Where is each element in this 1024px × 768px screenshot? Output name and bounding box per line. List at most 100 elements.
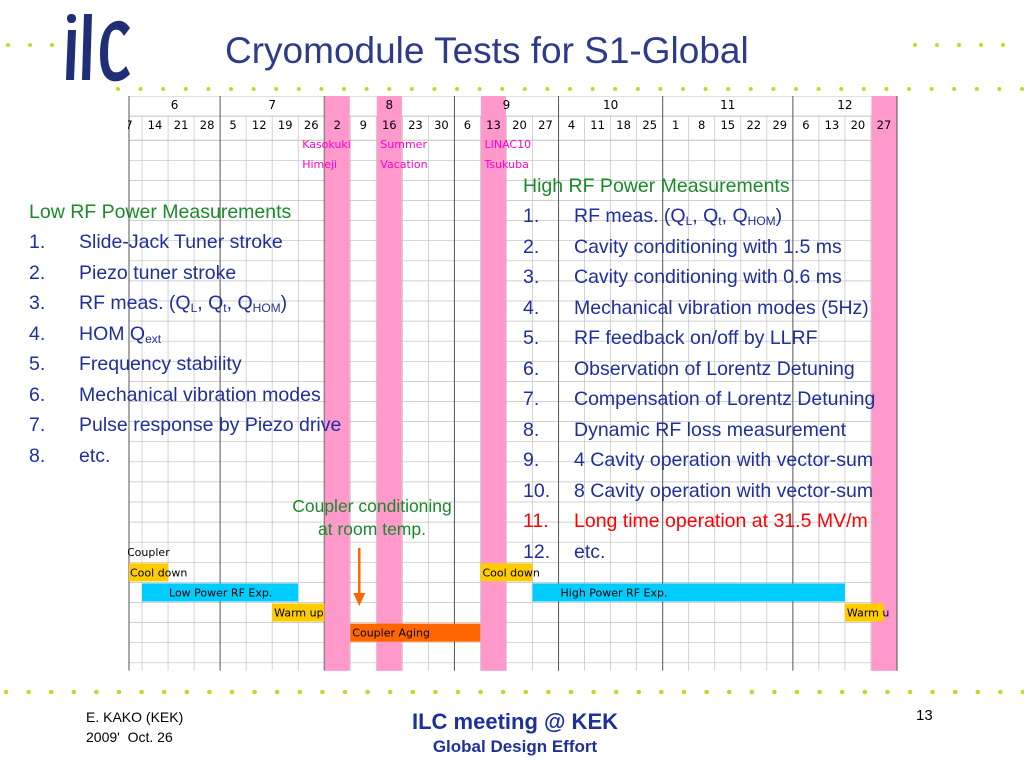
border-dot [26,689,31,695]
high-power-bar [532,583,845,602]
item-number: 1. [29,231,46,253]
border-dot [1020,87,1024,91]
border-dot [183,87,188,91]
border-dot [839,87,844,91]
month-label: 11 [720,98,735,112]
border-dot [478,689,483,695]
week-label: 6 [802,118,809,132]
text-fragment: Dynamic RF loss measurement [574,418,846,441]
item-number: 8. [29,444,46,467]
week-label: 16 [382,118,397,132]
text-fragment: Cavity conditioning with 0.6 ms [574,266,842,288]
footer-meeting: ILC meeting @ KEK [411,709,619,734]
week-label: 2 [334,118,341,132]
border-dot [975,689,981,695]
event-column [324,96,350,671]
border-dot [161,689,167,695]
border-dot [974,87,979,91]
border-dot [184,689,190,695]
subscript: L [190,301,198,315]
warm-up-2-label: Warm u [847,607,889,620]
item-number: 4. [523,296,540,319]
border-dot [794,87,798,91]
border-dot [568,689,574,695]
page-number: 13 [916,707,933,724]
month-label: 10 [603,98,618,112]
border-dot [913,43,917,47]
subscript: L [685,214,693,228]
event-label: Himeji [302,158,337,171]
coupler-aging-bar [350,623,481,642]
border-dot [500,87,505,91]
week-label: 29 [772,118,787,132]
item-number: 3. [523,266,540,288]
border-dot [726,87,731,91]
border-dot [636,689,642,695]
week-label: 20 [512,118,527,132]
footer-date: 2009' Oct. 26 [86,729,173,745]
item-number: 1. [523,205,540,227]
border-dot [364,87,369,91]
border-dot [568,87,572,91]
week-label: 13 [825,118,840,132]
text-fragment: Pulse response by Piezo drive [79,414,342,436]
week-label: 12 [252,118,267,132]
text-fragment: HOM Q [79,322,146,345]
subscript: HOM [747,214,776,228]
text-fragment: , Q [692,205,719,227]
month-label: 12 [837,98,852,112]
text-fragment: RF feedback on/off by LLRF [574,327,818,349]
item-text: etc. [574,537,605,568]
border-dot [523,689,529,695]
footer-meeting-block: ILC meeting @ KEK Global Design Effort [340,708,690,758]
footer-author: E. KAKO (KEK) [86,709,184,725]
border-dot [545,87,550,91]
border-dot [274,87,279,91]
footer-author-block: E. KAKO (KEK) 2009' Oct. 26 [86,707,183,747]
item-number: 11. [523,510,549,532]
border-dot [161,87,166,91]
item-text: Slide-Jack Tuner stroke [79,227,283,258]
item-text: RF meas. (QL, Qt, QHOM) [574,201,782,237]
footer-group: Global Design Effort [432,737,598,756]
border-dot [885,689,890,695]
text-fragment: ) [280,292,288,314]
item-text: Pulse response by Piezo drive [79,410,341,441]
slide-title: Cryomodule Tests for S1-Global [225,30,749,71]
text-fragment: Cavity conditioning with 1.5 ms [574,235,842,258]
border-dot [48,689,54,695]
border-dot [433,689,438,695]
border-dot [884,87,889,91]
border-dot [410,689,416,695]
text-fragment: RF meas. (Q [79,292,191,314]
border-dot [839,689,845,695]
border-dot [930,689,935,695]
item-text: Dynamic RF loss measurement [574,415,846,446]
subscript: t [223,301,227,315]
border-dot [979,43,983,47]
border-dot [6,43,10,47]
coupler-note-line2: at room temp. [318,519,426,539]
border-dot [139,689,144,695]
high-power-label: High Power RF Exp. [561,586,668,599]
item-number: 4. [29,322,46,345]
week-label: 27 [877,118,892,132]
border-dot [3,689,9,695]
coupler-aging-label: Coupler Aging [352,627,430,640]
text-fragment: Observation of Lorentz Detuning [574,357,855,380]
text-fragment: ) [775,205,783,227]
border-dot [387,87,392,91]
coupler-conditioning-note: Coupler conditioning at room temp. [262,495,482,541]
border-dot [320,689,325,695]
week-label: 30 [434,118,449,132]
week-label: 15 [720,118,735,132]
item-number: 5. [523,327,540,349]
event-label: Tsukuba [484,158,529,171]
event-label: Summer [380,138,427,151]
cool-down-2-bar [480,563,533,582]
text-fragment: Mechanical vibration modes [79,383,321,406]
week-label: 4 [568,118,575,132]
text-fragment: Mechanical vibration modes (5Hz) [574,296,869,319]
border-dot [635,87,640,91]
border-dot [749,689,755,695]
